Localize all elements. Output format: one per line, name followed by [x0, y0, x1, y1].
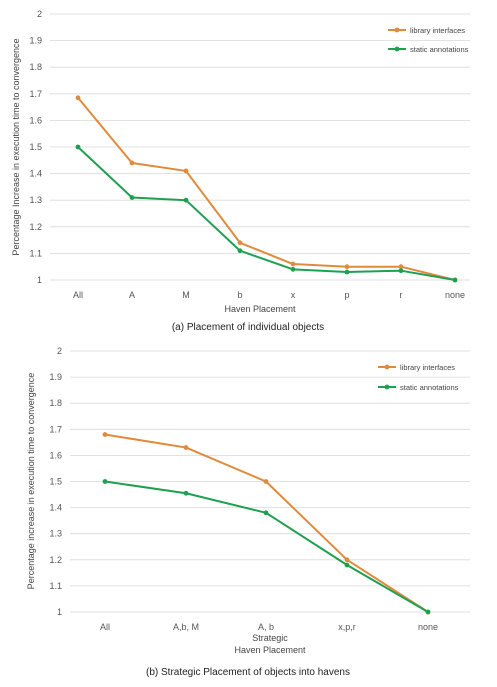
x-axis-label: Strategic — [252, 633, 288, 643]
series-library-interfaces — [75, 95, 458, 283]
y-axis-label: Percentage Increase in execution time to… — [11, 38, 21, 255]
data-point — [263, 479, 269, 484]
data-point — [183, 197, 189, 203]
y-tick-label: 2 — [37, 9, 42, 19]
y-tick-label: 1.2 — [29, 222, 42, 232]
data-point — [290, 266, 296, 272]
y-tick-label: 1.8 — [49, 398, 62, 408]
y-tick-label: 1.6 — [29, 115, 42, 125]
data-point — [183, 490, 189, 496]
x-tick-label: M — [182, 290, 190, 300]
series-line — [77, 97, 456, 281]
legend-entry: library interfaces — [378, 363, 455, 372]
data-point — [344, 557, 350, 563]
legend-entry: static annotations — [388, 45, 469, 54]
y-tick-label: 1.7 — [49, 424, 62, 434]
data-point — [344, 269, 350, 275]
data-point — [237, 248, 243, 254]
legend-entry: static annotations — [378, 383, 459, 392]
data-point — [263, 510, 269, 516]
legend-label: library interfaces — [400, 363, 455, 372]
y-tick-label: 1.8 — [29, 62, 42, 72]
y-tick-label: 1.3 — [49, 529, 62, 539]
chart-caption: (b) Strategic Placement of objects into … — [146, 667, 350, 678]
data-point — [344, 264, 350, 270]
data-point — [237, 240, 243, 246]
y-tick-label: 1.4 — [29, 169, 42, 179]
data-point — [129, 160, 135, 166]
y-tick-label: 1.1 — [29, 248, 42, 258]
chart-caption: (a) Placement of individual objects — [172, 322, 324, 333]
x-tick-label: All — [73, 290, 83, 300]
y-tick-label: 1.3 — [29, 195, 42, 205]
x-axis-label: Haven Placement — [234, 645, 306, 655]
legend-marker — [394, 27, 400, 33]
y-tick-label: 1.6 — [49, 450, 62, 460]
x-tick-label: b — [237, 290, 242, 300]
y-tick-label: 1.2 — [49, 555, 62, 565]
data-point — [290, 261, 296, 267]
x-tick-label: p — [344, 290, 349, 300]
legend-label: static annotations — [400, 383, 459, 392]
x-tick-label: none — [418, 622, 438, 632]
x-tick-label: x,p,r — [338, 622, 356, 632]
data-point — [102, 479, 108, 484]
data-point — [344, 562, 350, 568]
y-tick-label: 1.9 — [49, 372, 62, 382]
y-tick-label: 2 — [57, 346, 62, 356]
y-axis-label: Percentage increase in execution time to… — [26, 373, 36, 590]
y-tick-label: 1.1 — [49, 581, 62, 591]
data-point — [75, 144, 81, 150]
series-library-interfaces — [102, 432, 431, 615]
x-tick-label: r — [400, 290, 403, 300]
x-tick-label: x — [291, 290, 296, 300]
x-axis-label: Haven Placement — [224, 304, 296, 314]
legend-marker — [384, 364, 390, 370]
series-line — [104, 433, 429, 613]
data-point — [102, 432, 108, 437]
y-tick-label: 1.9 — [29, 36, 42, 46]
data-point — [129, 195, 135, 200]
x-tick-label: A,b, M — [173, 622, 199, 632]
series-line — [104, 480, 429, 613]
x-tick-label: A — [129, 290, 135, 300]
y-tick-label: 1.5 — [49, 477, 62, 487]
y-tick-label: 1.7 — [29, 89, 42, 99]
series-static-annotations — [102, 479, 431, 615]
y-tick-label: 1.5 — [29, 142, 42, 152]
legend-marker — [384, 384, 390, 390]
legend-marker — [394, 46, 400, 52]
chart-b: 1 1.1 1.2 1.3 1.4 1.5 1.6 1.7 1.8 1.9 2 All A,b, M A,… — [26, 346, 470, 678]
x-tick-label: none — [445, 290, 465, 300]
series-line — [77, 146, 456, 281]
legend-label: static annotations — [410, 45, 469, 54]
legend-entry: library interfaces — [388, 26, 465, 35]
series-static-annotations — [75, 144, 458, 283]
data-point — [75, 95, 81, 101]
x-tick-label: All — [100, 622, 110, 632]
legend-label: library interfaces — [410, 26, 465, 35]
data-point — [398, 264, 404, 270]
data-point — [183, 445, 189, 450]
y-tick-label: 1.4 — [49, 503, 62, 513]
data-point — [425, 609, 431, 615]
data-point — [183, 168, 189, 174]
y-tick-label: 1 — [57, 607, 62, 617]
x-tick-label: A, b — [258, 622, 274, 632]
data-point — [452, 277, 458, 283]
y-tick-label: 1 — [37, 275, 42, 285]
data-point — [398, 268, 404, 274]
